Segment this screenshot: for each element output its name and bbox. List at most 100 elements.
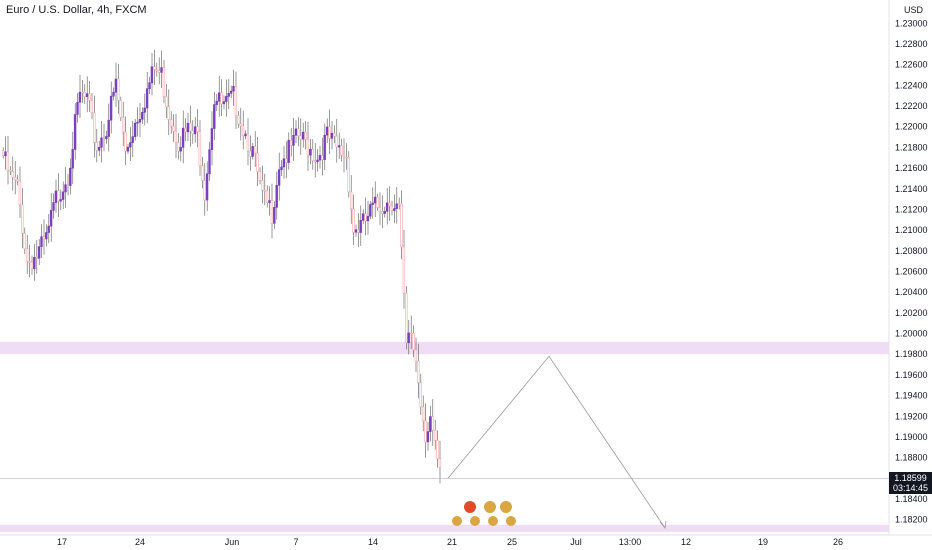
x-axis[interactable]: 17 24 Jun 7 14 21 25 Jul 13:00 12 19 26 [57,537,843,547]
candle-up [205,173,209,201]
candle-down [349,191,353,210]
candle-up [227,92,230,97]
candle-up [129,142,132,148]
event-flag-icon[interactable] [484,501,496,513]
candle-down [297,128,300,137]
candle-down [102,137,106,140]
candle-up [4,151,7,156]
candle-up [277,169,281,186]
candle-up [54,190,58,203]
candle-up [294,128,298,136]
candle-down [11,171,14,178]
candle-down [239,123,242,127]
candle-down [424,420,427,443]
candle-up [138,118,142,123]
candle-down [167,106,170,120]
candle-up [85,93,89,97]
candle-up [280,166,283,170]
candle-up [229,90,233,94]
candle-down [253,146,257,154]
candle-up [181,127,185,148]
candle-down [321,155,324,160]
candle-down [16,179,19,182]
y-tick-label: 1.23000 [895,18,928,28]
candle-down [342,155,346,158]
candle-up [136,121,139,124]
candle-up [59,199,62,202]
candle-down [270,200,274,224]
candle-down [13,176,17,181]
event-markers[interactable] [452,501,516,526]
x-tick-label: Jun [225,537,240,547]
event-flag-icon[interactable] [506,516,516,526]
symbol-title[interactable]: Euro / U.S. Dollar, 4h, FXCM [6,4,147,16]
candle-up [407,332,410,344]
event-flag-icon[interactable] [470,516,480,526]
candle-up [37,246,41,259]
candle-up [393,208,396,211]
candle-up [45,232,48,240]
y-tick-label: 1.21600 [895,163,928,173]
candle-down [191,130,194,135]
candle-down [172,125,175,132]
candle-up [208,149,211,175]
candle-down [378,207,382,212]
y-tick-label: 1.21400 [895,184,928,194]
candle-up [71,149,74,169]
candle-down [381,211,384,214]
candle-up [309,148,312,156]
support-zones [0,341,889,533]
candle-up [361,213,365,221]
candle-up [292,135,295,146]
event-flag-icon[interactable] [488,516,498,526]
y-tick-label: 1.22800 [895,39,928,49]
candle-up [383,210,386,214]
candle-up [73,114,77,150]
candle-down [306,139,310,156]
event-flag-icon[interactable] [500,501,512,513]
candle-up [143,107,146,113]
candle-up [49,210,53,227]
candle-down [409,332,413,335]
candle-down [263,189,266,192]
candle-down [390,205,394,211]
projection-line [447,355,666,529]
y-tick-label: 1.18200 [895,515,928,525]
candle-down [66,184,70,187]
candle-down [431,416,434,431]
candle-down [347,157,350,193]
candle-down [241,125,245,137]
candle-down [405,292,408,344]
x-tick-label: 12 [681,537,691,547]
candle-down [93,112,96,143]
event-flag-icon[interactable] [452,516,462,526]
candle-down [196,126,199,133]
candle-up [373,196,377,204]
y-axis[interactable]: 1.23000 1.22800 1.22600 1.22400 1.22200 1.220… [895,18,928,524]
candle-down [433,429,437,441]
candle-down [261,180,264,191]
y-tick-label: 1.19400 [895,391,928,401]
candle-up [268,200,271,204]
event-flag-icon[interactable] [464,501,476,513]
candle-up [52,202,55,211]
y-tick-label: 1.20200 [895,308,928,318]
y-tick-label: 1.21200 [895,204,928,214]
candle-up [323,134,326,160]
candle-down [169,119,173,127]
y-tick-label: 1.18400 [895,494,928,504]
candle-down [220,92,223,105]
candle-down [397,203,401,206]
candle-down [162,67,166,97]
candle-down [265,190,269,204]
candle-down [121,117,125,133]
x-tick-label: 13:00 [619,537,642,547]
candle-down [81,91,84,94]
candle-up [371,202,374,205]
candle-up [222,101,226,105]
candle-down [42,236,46,240]
candle-down [90,100,94,114]
candle-up [359,219,362,233]
candle-down [299,135,302,140]
